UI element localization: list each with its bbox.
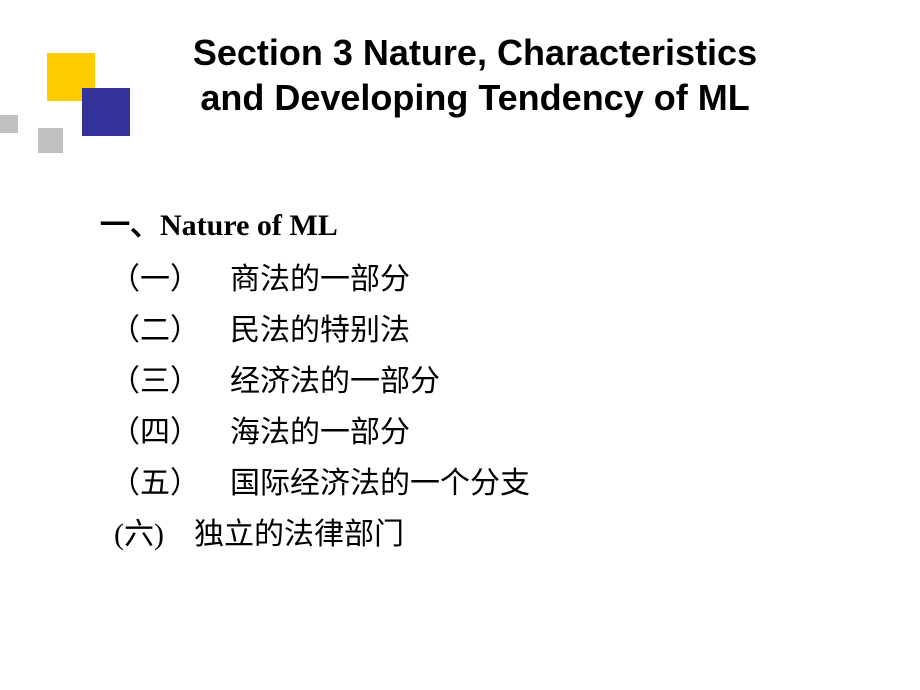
title-line1: Section 3 Nature, Characteristics [193, 32, 757, 73]
item-marker: （三） [110, 365, 200, 398]
item-marker: (六) [114, 518, 164, 551]
list-item: （三） 经济法的一部分 [100, 356, 860, 407]
content-heading: 一、Nature of ML [100, 200, 860, 244]
item-marker: （四） [110, 416, 200, 449]
list-item: （五） 国际经济法的一个分支 [100, 458, 860, 509]
item-text: 商法的一部分 [230, 263, 410, 296]
list-item: （四） 海法的一部分 [100, 407, 860, 458]
gray-square-1 [38, 128, 63, 153]
title-line2: and Developing Tendency of ML [200, 77, 749, 118]
slide-content: 一、Nature of ML （一） 商法的一部分 （二） 民法的特别法 （三）… [100, 200, 860, 560]
item-text: 经济法的一部分 [230, 365, 440, 398]
item-marker: （二） [110, 314, 200, 347]
list-item: （二） 民法的特别法 [100, 305, 860, 356]
list-item: （一） 商法的一部分 [100, 254, 860, 305]
list-item: (六) 独立的法律部门 [100, 509, 860, 560]
item-marker: （五） [110, 467, 200, 500]
item-text: 海法的一部分 [230, 416, 410, 449]
item-text: 民法的特别法 [230, 314, 410, 347]
slide-title: Section 3 Nature, Characteristics and De… [90, 30, 860, 120]
gray-square-2 [0, 115, 18, 133]
item-text: 独立的法律部门 [194, 518, 404, 551]
item-text: 国际经济法的一个分支 [230, 467, 530, 500]
item-marker: （一） [110, 263, 200, 296]
